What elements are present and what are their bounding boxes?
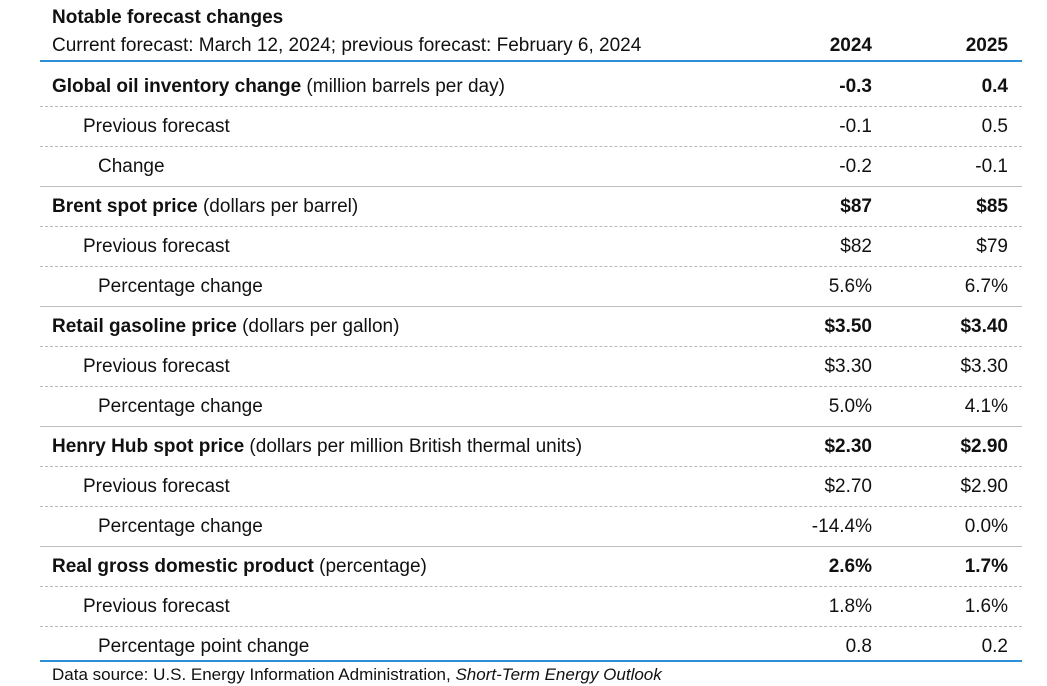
- row-label: Percentage change: [98, 516, 263, 537]
- value-2024: $3.30: [824, 356, 872, 377]
- value-2025: $3.40: [960, 316, 1008, 337]
- table-row: Percentage change 5.0% 4.1%: [40, 387, 1022, 427]
- row-label: Change: [98, 156, 165, 177]
- value-2025: $2.90: [960, 436, 1008, 457]
- value-2025: $85: [976, 196, 1008, 217]
- table-body: Global oil inventory change (million bar…: [40, 67, 1022, 667]
- header-rule: [40, 60, 1022, 62]
- value-2024: -0.2: [839, 156, 872, 177]
- data-source-note: Data source: U.S. Energy Information Adm…: [52, 665, 662, 684]
- value-2025: $3.30: [960, 356, 1008, 377]
- row-label: Real gross domestic product (percentage): [52, 556, 427, 577]
- value-2025: 4.1%: [964, 396, 1008, 417]
- table-row: Previous forecast $2.70 $2.90: [40, 467, 1022, 507]
- value-2024: $3.50: [824, 316, 872, 337]
- table-row: Henry Hub spot price (dollars per millio…: [40, 427, 1022, 467]
- table-row: Previous forecast -0.1 0.5: [40, 107, 1022, 147]
- value-2024: 5.6%: [828, 276, 872, 297]
- value-2024: -0.1: [839, 116, 872, 137]
- value-2024: $82: [840, 236, 872, 257]
- table-title: Notable forecast changes: [52, 7, 284, 28]
- table-row: Previous forecast 1.8% 1.6%: [40, 587, 1022, 627]
- table-row: Change -0.2 -0.1: [40, 147, 1022, 187]
- value-2025: 0.2: [981, 636, 1008, 657]
- value-2024: 1.8%: [828, 596, 872, 617]
- table-row: Global oil inventory change (million bar…: [40, 67, 1022, 107]
- value-2025: 0.5: [981, 116, 1008, 137]
- column-header-2025: 2025: [965, 35, 1008, 56]
- table-row: Percentage point change 0.8 0.2: [40, 627, 1022, 667]
- row-label: Previous forecast: [83, 116, 230, 137]
- row-label: Henry Hub spot price (dollars per millio…: [52, 436, 583, 457]
- table-subtitle: Current forecast: March 12, 2024; previo…: [52, 35, 642, 56]
- table-row: Real gross domestic product (percentage)…: [40, 547, 1022, 587]
- table-row: Percentage change -14.4% 0.0%: [40, 507, 1022, 547]
- value-2025: 1.6%: [964, 596, 1008, 617]
- table-row: Previous forecast $82 $79: [40, 227, 1022, 267]
- value-2025: $79: [976, 236, 1008, 257]
- value-2024: 5.0%: [828, 396, 872, 417]
- value-2024: $2.30: [824, 436, 872, 457]
- footer-rule: [40, 660, 1022, 662]
- value-2024: 0.8: [845, 636, 872, 657]
- column-header-2024: 2024: [829, 35, 872, 56]
- value-2024: -14.4%: [811, 516, 872, 537]
- row-label: Percentage change: [98, 276, 263, 297]
- row-label: Brent spot price (dollars per barrel): [52, 196, 359, 217]
- value-2025: 0.4: [981, 76, 1008, 97]
- value-2025: 6.7%: [964, 276, 1008, 297]
- table-row: Percentage change 5.6% 6.7%: [40, 267, 1022, 307]
- row-label: Percentage point change: [98, 636, 310, 657]
- row-label: Previous forecast: [83, 236, 230, 257]
- table-row: Brent spot price (dollars per barrel) $8…: [40, 187, 1022, 227]
- row-label: Percentage change: [98, 396, 263, 417]
- value-2025: 0.0%: [964, 516, 1008, 537]
- row-label: Previous forecast: [83, 596, 230, 617]
- row-label: Previous forecast: [83, 476, 230, 497]
- table-row: Previous forecast $3.30 $3.30: [40, 347, 1022, 387]
- row-label: Previous forecast: [83, 356, 230, 377]
- value-2025: $2.90: [960, 476, 1008, 497]
- value-2024: $2.70: [824, 476, 872, 497]
- table-row: Retail gasoline price (dollars per gallo…: [40, 307, 1022, 347]
- value-2025: -0.1: [975, 156, 1008, 177]
- row-label: Global oil inventory change (million bar…: [52, 76, 505, 97]
- row-label: Retail gasoline price (dollars per gallo…: [52, 316, 400, 337]
- value-2024: $87: [840, 196, 872, 217]
- value-2024: -0.3: [839, 76, 872, 97]
- value-2024: 2.6%: [828, 556, 872, 577]
- value-2025: 1.7%: [964, 556, 1008, 577]
